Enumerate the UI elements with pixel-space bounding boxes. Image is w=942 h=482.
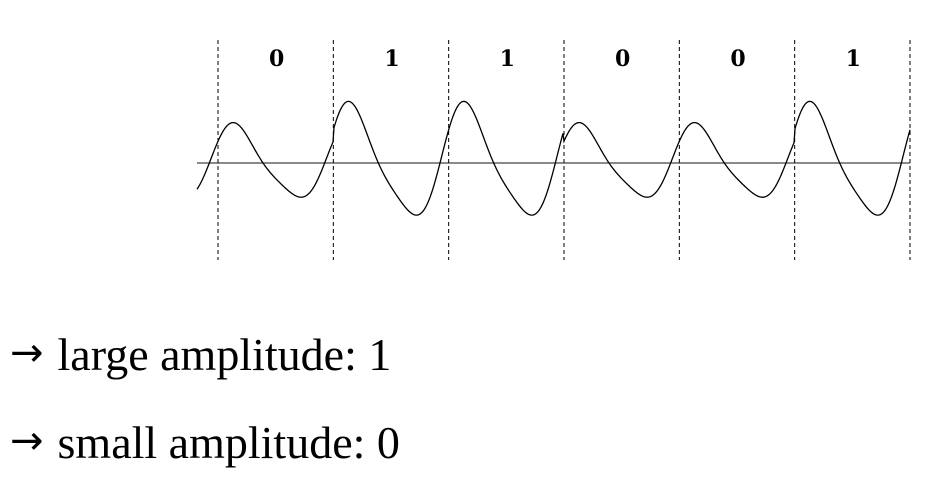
bit-label: 1 bbox=[846, 46, 861, 72]
right-arrow-icon: → bbox=[10, 418, 44, 464]
legend-small-amplitude: → small amplitude: 0 bbox=[10, 420, 400, 466]
legend-text-small: small amplitude: 0 bbox=[57, 417, 400, 468]
legend-large-amplitude: → large amplitude: 1 bbox=[10, 332, 391, 378]
bit-label: 0 bbox=[269, 46, 284, 72]
bit-dividers bbox=[217, 40, 911, 260]
modulated-waveform bbox=[196, 100, 911, 216]
right-arrow-icon: → bbox=[10, 330, 44, 376]
ask-waveform-diagram: 0 1 1 0 0 1 bbox=[196, 40, 911, 260]
bit-label: 1 bbox=[500, 46, 515, 72]
bit-label: 0 bbox=[730, 46, 745, 72]
legend-text-large: large amplitude: 1 bbox=[57, 329, 392, 380]
bit-label: 0 bbox=[615, 46, 630, 72]
bit-label: 1 bbox=[384, 46, 399, 72]
bit-labels: 0 1 1 0 0 1 bbox=[269, 46, 861, 72]
